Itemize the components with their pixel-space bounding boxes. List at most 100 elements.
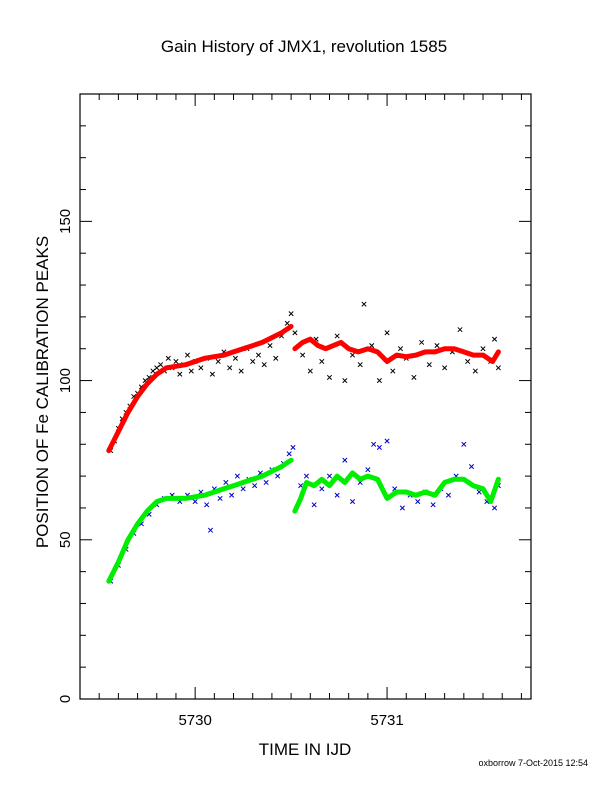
y-tick-label: 150: [57, 209, 74, 234]
data-point: [207, 527, 214, 533]
axis-ticks: [79, 93, 531, 700]
data-point: [267, 342, 273, 349]
data-point: [240, 486, 246, 492]
series-4: [106, 457, 294, 584]
data-point: [457, 327, 463, 333]
data-point: [290, 444, 296, 451]
data-point: [209, 371, 215, 377]
data-point: [419, 339, 425, 345]
data-point: [319, 486, 325, 492]
data-point: [311, 502, 317, 508]
data-point: [204, 502, 210, 508]
data-point: [334, 333, 340, 339]
data-point: [371, 441, 377, 447]
footer-timestamp: oxborrow 7-Oct-2015 12:54: [478, 758, 588, 768]
data-point: [426, 362, 432, 368]
data-point: [229, 492, 235, 498]
data-point: [158, 362, 164, 368]
data-point: [173, 358, 179, 365]
data-point: [445, 492, 452, 498]
data-point: [292, 330, 298, 336]
data-point: [261, 362, 267, 368]
tick-labels: 0 50 100 150 5730 5731: [57, 209, 404, 729]
series-line: [106, 457, 294, 584]
data-point: [273, 355, 279, 361]
data-point: [288, 311, 294, 317]
series-1: [106, 323, 294, 454]
data-point: [365, 467, 371, 473]
series-5: [292, 470, 501, 514]
data-point: [491, 336, 498, 342]
data-point: [284, 320, 290, 326]
data-point: [300, 352, 306, 358]
series-line: [106, 323, 294, 454]
data-point: [461, 441, 467, 447]
y-axis-label: POSITION OF Fe CALIBRATION PEAKS: [33, 236, 52, 548]
data-point: [411, 374, 417, 380]
data-point: [376, 444, 382, 451]
series-0: [108, 301, 501, 454]
data-point: [334, 492, 340, 498]
data-point: [480, 346, 486, 352]
data-point: [326, 374, 333, 380]
data-point: [361, 301, 367, 307]
data-point: [263, 479, 269, 486]
data-point: [390, 368, 396, 374]
data-point: [384, 330, 390, 336]
data-point: [384, 438, 390, 444]
data-point: [250, 358, 256, 365]
data-point: [223, 479, 229, 486]
data-point: [399, 505, 405, 511]
data-point: [342, 378, 348, 384]
series-line: [292, 470, 501, 514]
y-tick-label: 50: [57, 531, 74, 548]
x-tick-label: 5731: [370, 712, 403, 729]
chart-title: Gain History of JMX1, revolution 1585: [161, 37, 447, 56]
chart-marks: [106, 301, 501, 584]
data-point: [349, 352, 356, 358]
data-point: [165, 355, 171, 361]
data-point: [255, 352, 262, 358]
series-2: [292, 336, 501, 364]
data-point: [177, 371, 183, 377]
data-point: [442, 365, 448, 371]
y-tick-label: 100: [57, 368, 74, 393]
data-point: [376, 378, 382, 384]
data-point: [215, 358, 221, 365]
data-point: [415, 499, 421, 505]
data-point: [349, 499, 356, 505]
data-point: [232, 355, 239, 361]
data-point: [303, 473, 310, 479]
data-point: [465, 358, 471, 365]
data-point: [434, 342, 440, 349]
data-point: [217, 495, 223, 501]
series-line: [292, 336, 501, 364]
data-point: [275, 473, 281, 479]
data-point: [198, 365, 204, 371]
data-point: [495, 365, 501, 371]
data-point: [286, 451, 292, 457]
data-point: [357, 362, 363, 368]
data-point: [319, 358, 325, 365]
data-point: [342, 457, 348, 463]
data-point: [192, 499, 198, 505]
data-point: [188, 368, 194, 374]
data-point: [326, 473, 333, 479]
plot-frame: [79, 93, 532, 700]
data-point: [472, 368, 478, 374]
y-tick-label: 0: [57, 695, 74, 703]
data-point: [307, 368, 313, 374]
series-3: [108, 438, 501, 584]
data-point: [238, 368, 244, 374]
data-point: [252, 483, 258, 489]
x-tick-label: 5730: [178, 712, 211, 729]
data-point: [491, 505, 498, 511]
data-point: [227, 365, 233, 371]
data-point: [184, 352, 191, 358]
data-point: [468, 463, 475, 470]
data-point: [397, 346, 404, 352]
x-axis-label: TIME IN IJD: [259, 740, 352, 759]
data-point: [430, 502, 436, 508]
data-point: [234, 473, 240, 479]
